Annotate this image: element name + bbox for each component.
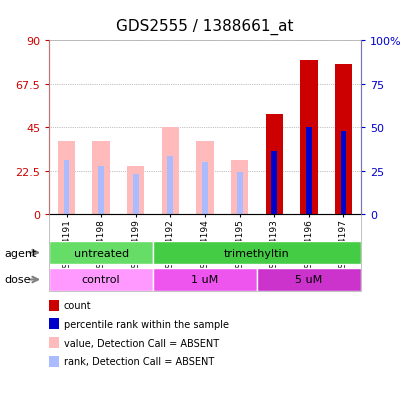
Bar	[265, 114, 282, 215]
Bar	[63, 161, 69, 215]
Bar	[340, 132, 346, 215]
Text: trimethyltin: trimethyltin	[223, 248, 289, 258]
Bar	[334, 64, 351, 215]
Bar	[98, 166, 104, 215]
Bar	[58, 142, 75, 215]
Text: rank, Detection Call = ABSENT: rank, Detection Call = ABSENT	[63, 356, 213, 366]
Bar	[305, 128, 311, 215]
Text: percentile rank within the sample: percentile rank within the sample	[63, 319, 228, 329]
Text: 1 uM: 1 uM	[191, 275, 218, 285]
Text: dose: dose	[4, 275, 31, 285]
Text: agent: agent	[4, 248, 36, 258]
Bar	[202, 163, 207, 215]
Text: GDS2555 / 1388661_at: GDS2555 / 1388661_at	[116, 19, 293, 35]
Bar	[133, 174, 138, 215]
Text: 5 uM: 5 uM	[294, 275, 322, 285]
Text: count: count	[63, 301, 91, 311]
Text: untreated: untreated	[73, 248, 128, 258]
Bar	[196, 142, 213, 215]
Bar	[92, 142, 110, 215]
Bar	[236, 172, 242, 215]
Text: control: control	[82, 275, 120, 285]
Bar	[161, 128, 179, 215]
Bar	[127, 166, 144, 215]
Text: value, Detection Call = ABSENT: value, Detection Call = ABSENT	[63, 338, 218, 348]
Bar	[271, 151, 276, 215]
Bar	[167, 157, 173, 215]
Bar	[299, 61, 317, 215]
Bar	[230, 161, 248, 215]
